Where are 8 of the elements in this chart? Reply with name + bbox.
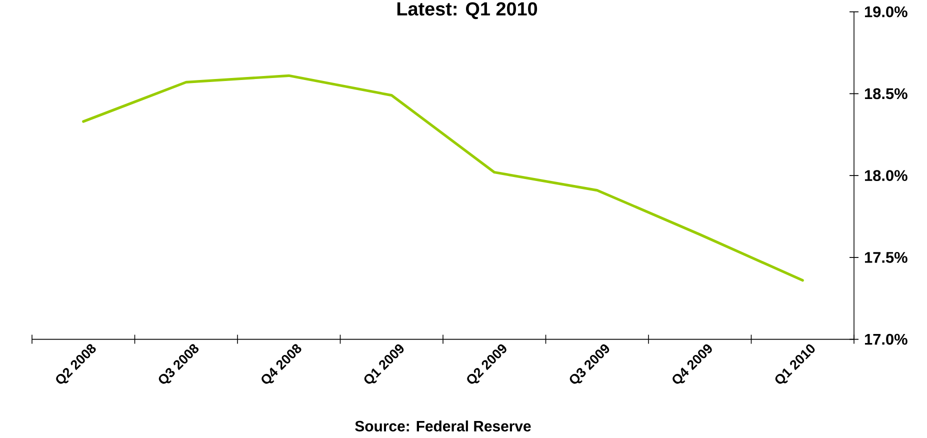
source-note: Source: Federal Reserve <box>355 420 531 432</box>
y-tick-label: 18.0% <box>864 170 908 182</box>
y-tick-label: 18.5% <box>864 88 908 100</box>
line-series <box>82 74 804 282</box>
y-tick-label: 17.5% <box>864 252 908 263</box>
y-tick-label: 17.0% <box>864 334 908 345</box>
chart-title: Latest: Q1 2010 <box>397 2 538 20</box>
y-tick-label: 19.0% <box>864 6 908 18</box>
